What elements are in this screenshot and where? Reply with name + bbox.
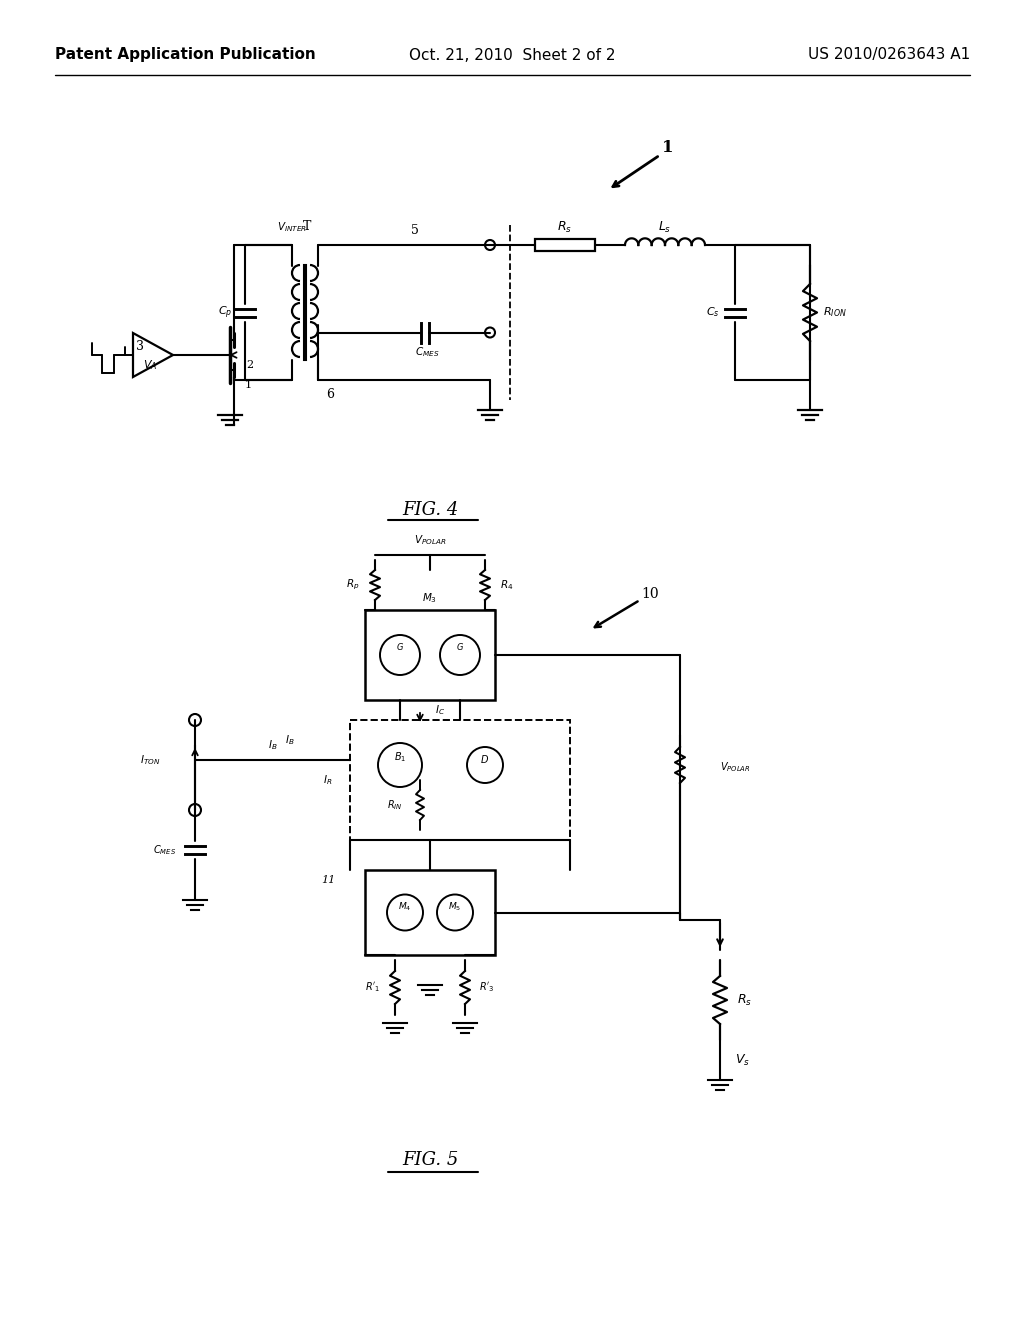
Text: 11: 11 xyxy=(321,875,335,884)
Text: $I_C$: $I_C$ xyxy=(435,704,445,717)
Text: $G$: $G$ xyxy=(396,642,404,652)
Bar xyxy=(350,719,570,840)
Text: $R_{ION}$: $R_{ION}$ xyxy=(823,306,847,319)
Text: $C_p$: $C_p$ xyxy=(218,305,232,321)
Text: 2: 2 xyxy=(247,360,254,370)
Text: $R_4$: $R_4$ xyxy=(501,578,514,591)
Text: Patent Application Publication: Patent Application Publication xyxy=(55,48,315,62)
Text: $V_A$: $V_A$ xyxy=(142,358,158,372)
Text: 10: 10 xyxy=(641,587,658,601)
Text: $V_s$: $V_s$ xyxy=(734,1052,750,1068)
Text: $G$: $G$ xyxy=(456,642,464,652)
Text: T: T xyxy=(303,220,311,234)
Text: 1: 1 xyxy=(245,380,252,389)
Text: $R_{IN}$: $R_{IN}$ xyxy=(387,799,402,812)
Text: $M_4$: $M_4$ xyxy=(398,900,412,912)
Text: $C_s$: $C_s$ xyxy=(707,306,720,319)
Text: $D$: $D$ xyxy=(480,752,489,766)
Text: $L_s$: $L_s$ xyxy=(658,219,672,235)
Text: $M_3$: $M_3$ xyxy=(423,591,437,605)
Text: $V_{POLAR}$: $V_{POLAR}$ xyxy=(414,533,446,546)
Text: $R_s$: $R_s$ xyxy=(737,993,753,1007)
Text: $R_s$: $R_s$ xyxy=(557,219,572,235)
Text: $R_p$: $R_p$ xyxy=(346,578,359,593)
Text: $C_{MES}$: $C_{MES}$ xyxy=(154,843,176,857)
Text: FIG. 4: FIG. 4 xyxy=(401,502,458,519)
Text: $B_1$: $B_1$ xyxy=(394,750,407,764)
Text: $V_{INTER}$: $V_{INTER}$ xyxy=(276,220,307,234)
Text: $M_5$: $M_5$ xyxy=(449,900,462,912)
Bar xyxy=(365,870,495,954)
Text: $I_R$: $I_R$ xyxy=(324,774,333,787)
Text: $V_{POLAR}$: $V_{POLAR}$ xyxy=(720,760,751,774)
Text: $R'_3$: $R'_3$ xyxy=(479,979,495,994)
Text: $I_{TON}$: $I_{TON}$ xyxy=(140,754,160,767)
Bar xyxy=(365,610,495,700)
Text: 6: 6 xyxy=(326,388,334,401)
Bar xyxy=(535,239,595,251)
Text: $I_B$: $I_B$ xyxy=(267,738,278,752)
Text: 3: 3 xyxy=(136,341,144,354)
Text: 5: 5 xyxy=(411,223,419,236)
Text: $C_{MES}$: $C_{MES}$ xyxy=(415,346,439,359)
Text: $I_B$: $I_B$ xyxy=(286,733,295,747)
Text: US 2010/0263643 A1: US 2010/0263643 A1 xyxy=(808,48,970,62)
Text: Oct. 21, 2010  Sheet 2 of 2: Oct. 21, 2010 Sheet 2 of 2 xyxy=(409,48,615,62)
Text: $R'_1$: $R'_1$ xyxy=(366,979,381,994)
Text: FIG. 5: FIG. 5 xyxy=(401,1151,458,1170)
Text: 1: 1 xyxy=(663,140,674,157)
